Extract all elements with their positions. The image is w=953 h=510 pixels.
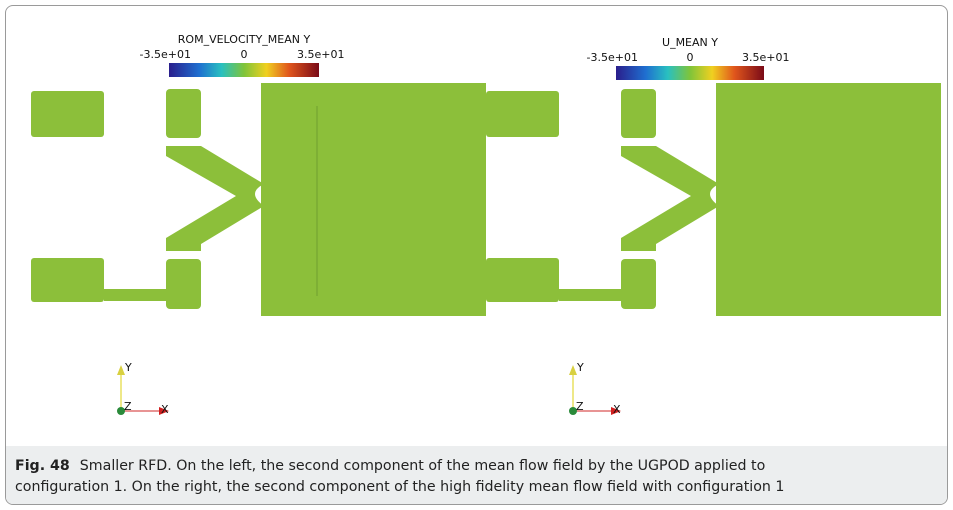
axis-y-label: Y [124, 361, 132, 374]
axis-z [569, 407, 577, 415]
axis-x-label: X [613, 403, 621, 416]
caption-line: configuration 1. On the right, the secon… [15, 479, 785, 495]
axis-y-head [569, 365, 577, 375]
axis-z-label: Z [576, 400, 584, 413]
colorbar [616, 66, 764, 80]
left-field [31, 83, 486, 316]
caption: Fig. 48 Smaller RFD. On the left, the sec… [6, 446, 947, 504]
colorbar-tick-label: -3.5e+01 [140, 48, 191, 61]
colorbar [169, 63, 319, 77]
colorbar-tick-label: 3.5e+01 [742, 51, 789, 64]
caption-line: Smaller RFD. On the left, the second com… [79, 458, 766, 474]
right-field [486, 83, 941, 316]
colorbar-tick-label: 0 [241, 48, 248, 61]
colorbar-title: ROM_VELOCITY_MEAN Y [178, 33, 311, 46]
flow-fields: ROM_VELOCITY_MEAN Y -3.5e+01 0 3.5e+01 Y Z X U_… [31, 33, 941, 416]
axis-x-label: X [161, 403, 169, 416]
colorbar-tick-label: 0 [687, 51, 694, 64]
axis-y-head [117, 365, 125, 375]
colorbar-tick-label: -3.5e+01 [587, 51, 638, 64]
axis-x-head [159, 407, 169, 415]
colorbar-tick-label: 3.5e+01 [297, 48, 344, 61]
axis-x-head [611, 407, 621, 415]
axis-y-label: Y [576, 361, 584, 374]
colorbar-title: U_MEAN Y [662, 36, 718, 49]
caption-label: Fig. 48 [15, 458, 70, 474]
figure: ROM_VELOCITY_MEAN Y -3.5e+01 0 3.5e+01 Y Z X U_… [5, 5, 948, 505]
axis-z-label: Z [124, 400, 132, 413]
axis-z [117, 407, 125, 415]
